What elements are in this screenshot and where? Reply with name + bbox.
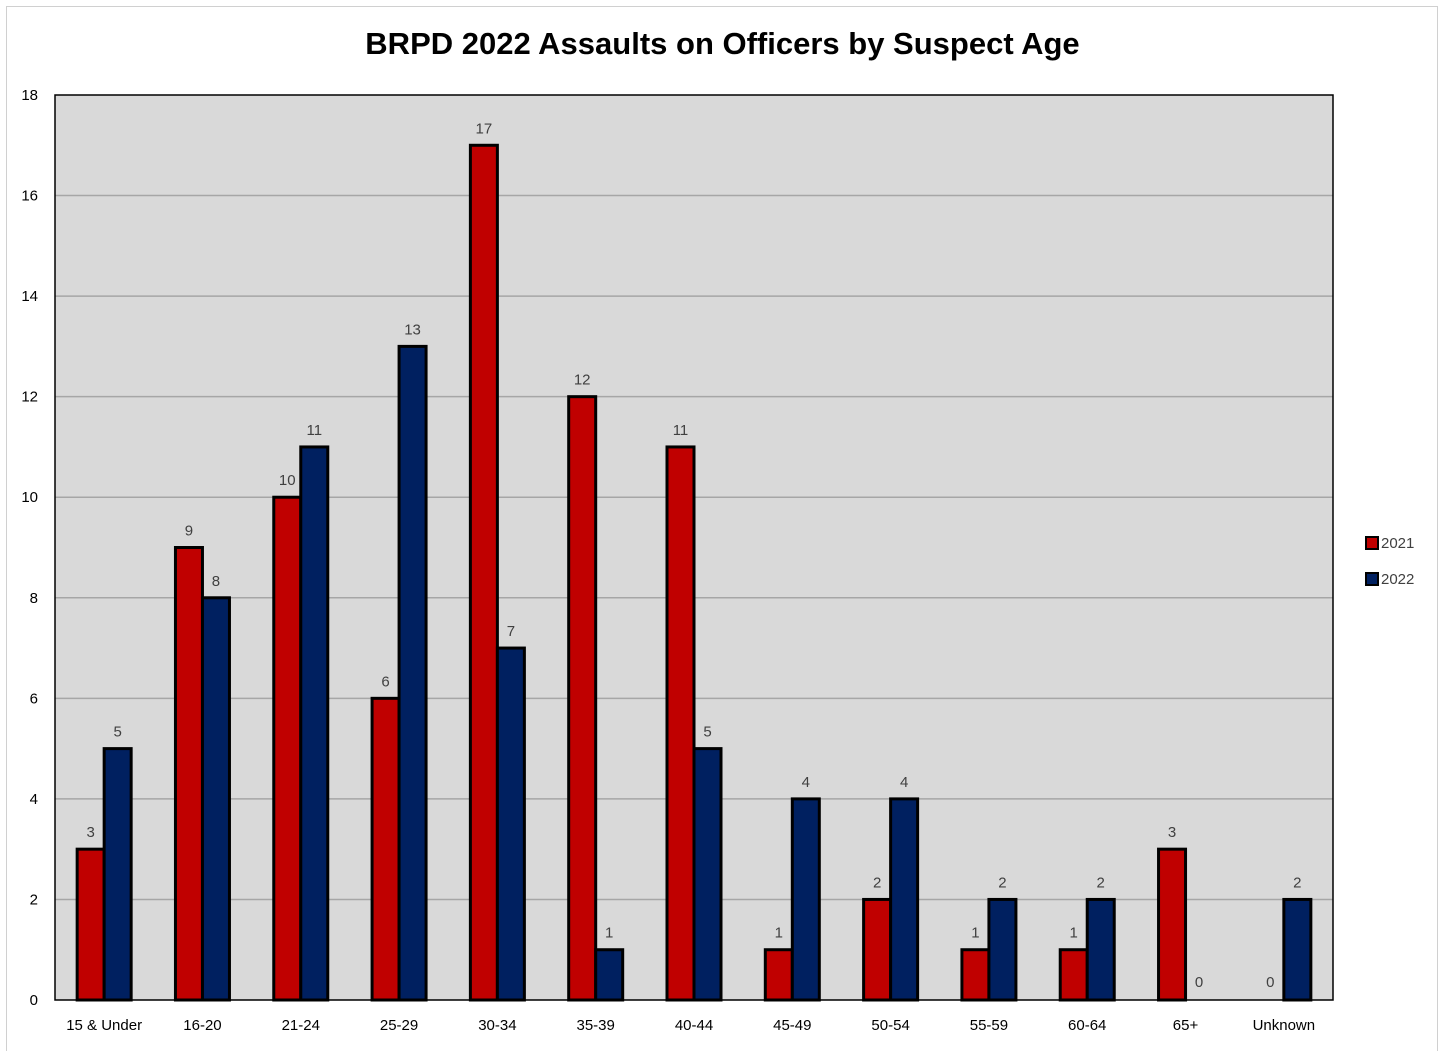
x-tick-label: 21-24 [282,1017,320,1034]
data-label-2022: 5 [703,724,711,741]
bar-2022 [1282,897,1313,1002]
data-label-2021: 3 [86,824,94,841]
data-label-2021: 1 [775,925,783,942]
bar-2021 [567,395,598,1002]
x-tick-label: 60-64 [1068,1017,1106,1034]
legend-label-2021: 2021 [1381,535,1414,552]
y-tick-label: 18 [21,87,38,104]
data-label-2022: 4 [900,774,908,791]
bar-2021 [763,948,794,1002]
bar-2021 [1157,847,1188,1002]
x-tick-label: Unknown [1253,1017,1316,1034]
x-tick-label: 15 & Under [66,1017,142,1034]
y-tick-label: 14 [21,288,38,305]
bar-2022 [102,747,133,1002]
data-label-2021: 3 [1168,824,1176,841]
data-label-2022: 2 [1293,874,1301,891]
data-label-2022: 4 [802,774,810,791]
bar-2022 [299,445,330,1002]
y-tick-label: 8 [30,590,38,607]
legend-swatch-2021 [1365,536,1379,550]
data-label-2021: 11 [673,422,689,439]
bar-2022 [495,646,526,1002]
bar-2021 [468,143,499,1002]
bar-2022 [397,344,428,1002]
bar-2022 [790,797,821,1002]
data-label-2022: 13 [404,321,421,338]
x-tick-label: 50-54 [871,1017,909,1034]
data-label-2021: 1 [971,925,979,942]
data-label-2022: 8 [212,573,220,590]
data-label-2021: 9 [185,523,193,540]
y-tick-label: 6 [30,690,38,707]
bar-2022 [692,747,723,1002]
bar-2021 [272,495,303,1002]
y-tick-label: 10 [21,489,38,506]
legend-label-2022: 2022 [1381,571,1414,588]
data-label-2022: 5 [113,724,121,741]
bar-2021 [1058,948,1089,1002]
bar-2021 [370,696,401,1002]
y-tick-label: 16 [21,188,38,205]
bar-2021 [173,546,204,1002]
legend-swatch-2022 [1365,572,1379,586]
data-label-2022: 7 [507,623,515,640]
data-label-2021: 12 [574,372,591,389]
x-tick-label: 45-49 [773,1017,811,1034]
data-label-2021: 6 [381,673,389,690]
bar-2022 [987,897,1018,1002]
bar-2021 [75,847,106,1002]
data-label-2021: 1 [1070,925,1078,942]
chart-title: BRPD 2022 Assaults on Officers by Suspec… [365,26,1080,61]
bar-2022 [889,797,920,1002]
chart-frame [6,6,1438,1051]
x-tick-label: 55-59 [970,1017,1008,1034]
bar-2022 [200,596,231,1002]
y-tick-label: 2 [30,891,38,908]
y-tick-label: 0 [30,992,38,1009]
data-label-2022: 2 [998,874,1006,891]
y-tick-label: 12 [21,389,38,406]
data-label-2021: 10 [279,472,296,489]
bar-2022 [594,948,625,1002]
x-tick-label: 16-20 [183,1017,221,1034]
x-tick-label: 35-39 [577,1017,615,1034]
data-label-2021: 17 [476,120,493,137]
x-tick-label: 30-34 [478,1017,516,1034]
data-label-2022: 11 [306,422,322,439]
x-tick-label: 40-44 [675,1017,713,1034]
y-tick-label: 4 [30,791,38,808]
bar-2021 [862,897,893,1002]
x-tick-label: 65+ [1173,1017,1199,1034]
data-label-2021: 0 [1266,974,1274,991]
data-label-2022: 0 [1195,974,1203,991]
bar-2022 [1085,897,1116,1002]
data-label-2022: 1 [605,925,613,942]
legend: 2021 2022 [1365,535,1414,588]
bar-2021 [665,445,696,1002]
data-label-2021: 2 [873,874,881,891]
data-label-2022: 2 [1097,874,1105,891]
bar-2021 [960,948,991,1002]
x-tick-label: 25-29 [380,1017,418,1034]
